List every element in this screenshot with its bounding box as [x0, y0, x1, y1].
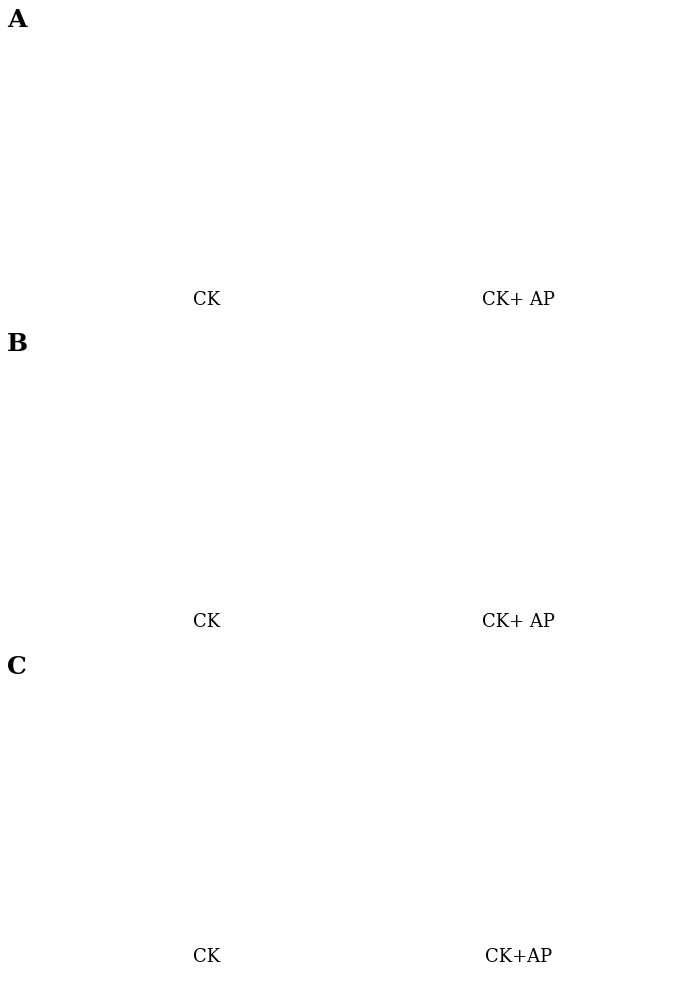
Ellipse shape [496, 133, 529, 160]
Ellipse shape [92, 137, 113, 156]
Text: CK+ AP: CK+ AP [482, 613, 556, 631]
Circle shape [204, 543, 210, 550]
Circle shape [291, 360, 302, 370]
Ellipse shape [395, 125, 434, 168]
Circle shape [291, 542, 302, 551]
Circle shape [204, 452, 210, 459]
Ellipse shape [600, 140, 617, 164]
Ellipse shape [188, 130, 214, 163]
Circle shape [424, 542, 434, 551]
Ellipse shape [284, 136, 309, 168]
Ellipse shape [288, 141, 305, 163]
Ellipse shape [414, 210, 445, 238]
Ellipse shape [272, 62, 321, 93]
Circle shape [202, 360, 212, 370]
Text: CK: CK [193, 613, 221, 631]
Circle shape [293, 452, 300, 459]
Ellipse shape [268, 206, 314, 242]
Ellipse shape [592, 129, 625, 175]
Circle shape [114, 362, 121, 368]
Ellipse shape [93, 208, 142, 240]
Circle shape [202, 542, 212, 551]
Ellipse shape [588, 209, 617, 239]
Circle shape [516, 362, 522, 368]
Ellipse shape [203, 47, 223, 68]
Circle shape [293, 543, 300, 550]
Circle shape [114, 452, 121, 459]
Ellipse shape [284, 69, 309, 85]
Ellipse shape [424, 52, 447, 85]
Circle shape [603, 542, 614, 551]
Ellipse shape [99, 53, 148, 85]
Circle shape [424, 451, 434, 461]
Ellipse shape [279, 129, 314, 175]
Ellipse shape [494, 213, 543, 246]
Text: CK: CK [193, 948, 221, 966]
Circle shape [112, 360, 123, 370]
Text: B: B [7, 332, 28, 356]
Ellipse shape [279, 66, 315, 88]
Ellipse shape [597, 135, 620, 169]
Ellipse shape [183, 124, 219, 169]
Text: CK: CK [193, 291, 221, 309]
Ellipse shape [192, 135, 210, 158]
Circle shape [516, 452, 522, 459]
Ellipse shape [512, 42, 538, 74]
Circle shape [603, 451, 614, 461]
Ellipse shape [99, 213, 136, 235]
Text: CK+AP: CK+AP [486, 948, 552, 966]
Ellipse shape [106, 57, 141, 81]
Ellipse shape [582, 203, 622, 245]
Ellipse shape [594, 63, 623, 92]
Circle shape [202, 451, 212, 461]
Circle shape [426, 543, 433, 550]
Ellipse shape [588, 57, 629, 98]
Ellipse shape [490, 128, 536, 165]
Text: C: C [7, 655, 27, 679]
Ellipse shape [82, 127, 124, 166]
Ellipse shape [199, 43, 227, 73]
Ellipse shape [419, 46, 452, 92]
Circle shape [293, 362, 300, 368]
Ellipse shape [507, 222, 531, 238]
Circle shape [204, 362, 210, 368]
Ellipse shape [195, 213, 219, 246]
Ellipse shape [598, 67, 618, 88]
Ellipse shape [88, 132, 118, 161]
Ellipse shape [501, 137, 524, 156]
Ellipse shape [501, 218, 537, 241]
Circle shape [605, 452, 612, 459]
Circle shape [424, 360, 434, 370]
Ellipse shape [401, 131, 428, 162]
Ellipse shape [405, 136, 424, 157]
Ellipse shape [105, 216, 130, 232]
Circle shape [114, 543, 121, 550]
Ellipse shape [592, 214, 612, 235]
Text: CK+ AP: CK+ AP [482, 291, 556, 309]
Ellipse shape [427, 57, 444, 81]
Circle shape [112, 542, 123, 551]
Ellipse shape [111, 61, 136, 77]
Ellipse shape [419, 214, 440, 234]
Circle shape [112, 451, 123, 461]
Circle shape [513, 542, 524, 551]
Ellipse shape [193, 37, 233, 79]
Circle shape [605, 543, 612, 550]
Circle shape [513, 360, 524, 370]
Ellipse shape [507, 36, 543, 80]
Circle shape [426, 452, 433, 459]
Circle shape [603, 360, 614, 370]
Circle shape [605, 362, 612, 368]
Ellipse shape [274, 211, 307, 237]
Ellipse shape [189, 207, 225, 252]
Ellipse shape [279, 215, 302, 233]
Text: A: A [7, 8, 27, 32]
Circle shape [516, 543, 522, 550]
Ellipse shape [408, 204, 451, 244]
Circle shape [426, 362, 433, 368]
Ellipse shape [516, 47, 534, 69]
Circle shape [513, 451, 524, 461]
Ellipse shape [198, 218, 216, 241]
Circle shape [291, 451, 302, 461]
